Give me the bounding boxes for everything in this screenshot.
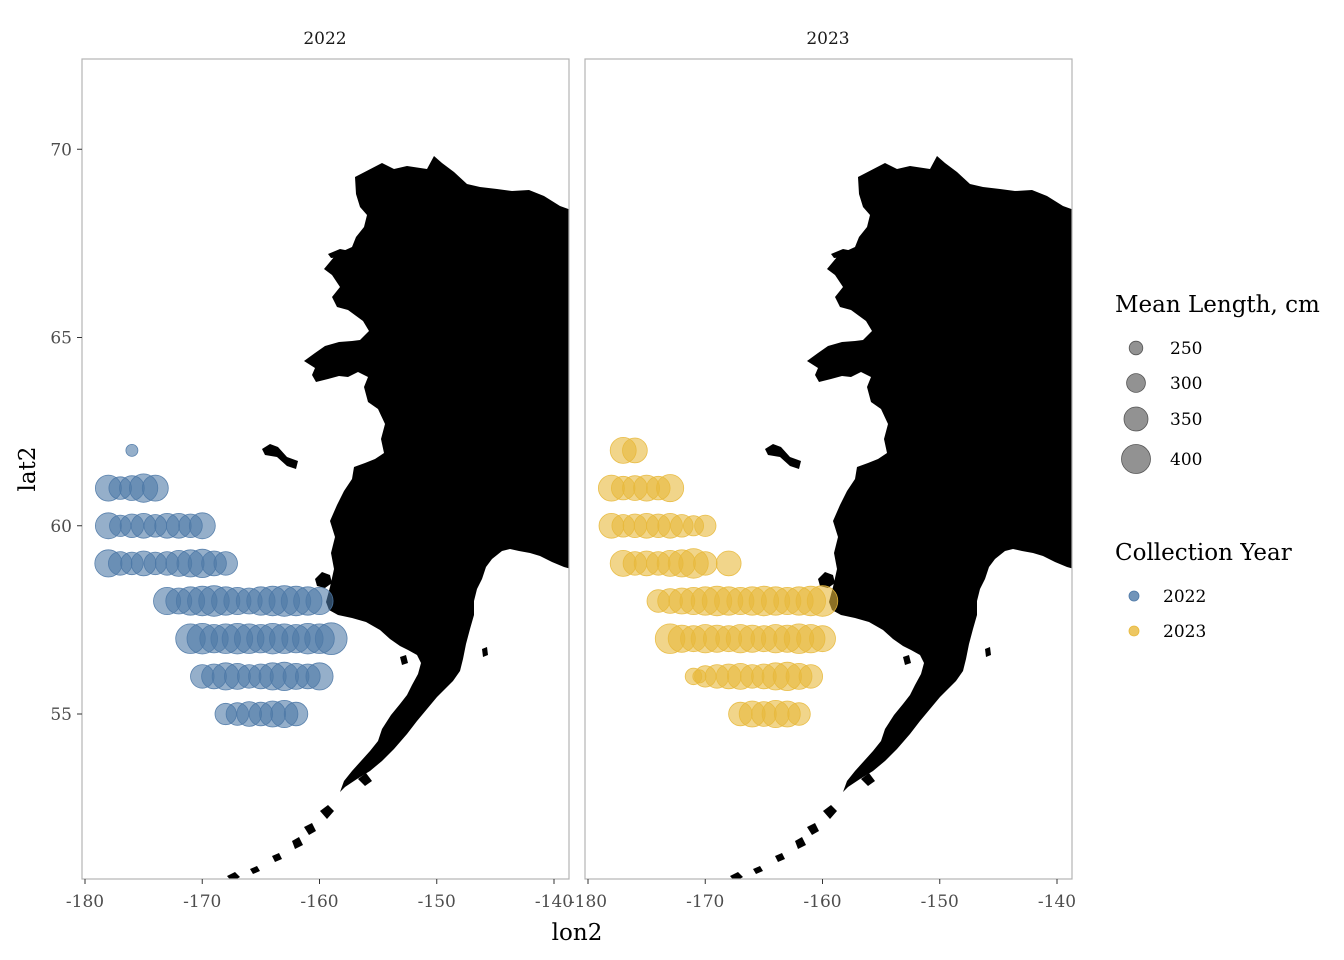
x-tick-label: -170: [183, 892, 221, 912]
y-tick-label: 55: [50, 705, 72, 725]
panel-strip-label-2023: 2023: [806, 29, 849, 49]
x-tick-label: -180: [66, 892, 104, 912]
panel-strip-label-2022: 2022: [303, 29, 346, 49]
y-tick-label: 60: [50, 517, 72, 537]
data-point: [806, 585, 839, 617]
y-tick-label: 70: [50, 140, 72, 160]
data-point: [715, 550, 742, 577]
data-point: [305, 587, 334, 616]
x-tick-label: -160: [803, 892, 841, 912]
data-point: [787, 702, 811, 726]
data-point: [693, 551, 718, 576]
points-layer-2023: [597, 436, 839, 729]
color-legend-symbol: [1128, 625, 1140, 637]
panel-2022: [81, 58, 570, 880]
size-legend-label: 300: [1170, 374, 1202, 394]
data-point: [622, 437, 648, 464]
size-legend-symbol: [1123, 406, 1149, 432]
y-axis-title: lat2: [15, 447, 41, 492]
size-legend: Mean Length, cm 250 300 350 400: [1115, 292, 1320, 474]
data-point: [656, 474, 685, 503]
x-tick-label: -180: [569, 892, 607, 912]
y-axis: 55 60 65 70: [50, 140, 82, 725]
size-legend-title: Mean Length, cm: [1115, 292, 1320, 318]
color-legend: Collection Year 2022 2023: [1115, 540, 1292, 642]
data-point: [694, 514, 717, 537]
color-legend-title: Collection Year: [1115, 540, 1292, 566]
x-tick-label: -160: [300, 892, 338, 912]
panel-border: [81, 58, 570, 880]
data-point: [283, 701, 309, 727]
x-tick-label: -150: [921, 892, 959, 912]
x-axis-2022: -180 -170 -160 -150 -140: [66, 879, 573, 912]
x-tick-label: -170: [686, 892, 724, 912]
data-point: [213, 551, 238, 576]
data-point: [314, 622, 348, 655]
data-point: [125, 443, 139, 457]
color-legend-label: 2022: [1163, 587, 1206, 607]
data-point: [141, 474, 169, 502]
y-tick-label: 65: [50, 329, 72, 349]
data-point: [798, 664, 824, 689]
x-axis-2023: -180 -170 -160 -150 -140: [569, 879, 1076, 912]
color-legend-symbol: [1128, 590, 1140, 602]
x-axis-title: lon2: [552, 920, 603, 946]
size-legend-symbol: [1121, 444, 1151, 474]
size-legend-label: 250: [1170, 339, 1202, 359]
size-legend-label: 400: [1170, 450, 1202, 470]
color-legend-label: 2023: [1163, 622, 1206, 642]
x-tick-label: -140: [535, 892, 573, 912]
data-point: [188, 512, 216, 540]
data-point: [305, 662, 334, 691]
x-tick-label: -140: [1038, 892, 1076, 912]
panel-border: [584, 58, 1073, 880]
x-tick-label: -150: [418, 892, 456, 912]
data-point: [809, 625, 836, 653]
points-layer-2022: [94, 443, 348, 729]
size-legend-label: 350: [1170, 410, 1202, 430]
size-legend-symbol: [1126, 373, 1146, 393]
size-legend-symbol: [1128, 340, 1144, 356]
panel-2023: [584, 58, 1073, 880]
